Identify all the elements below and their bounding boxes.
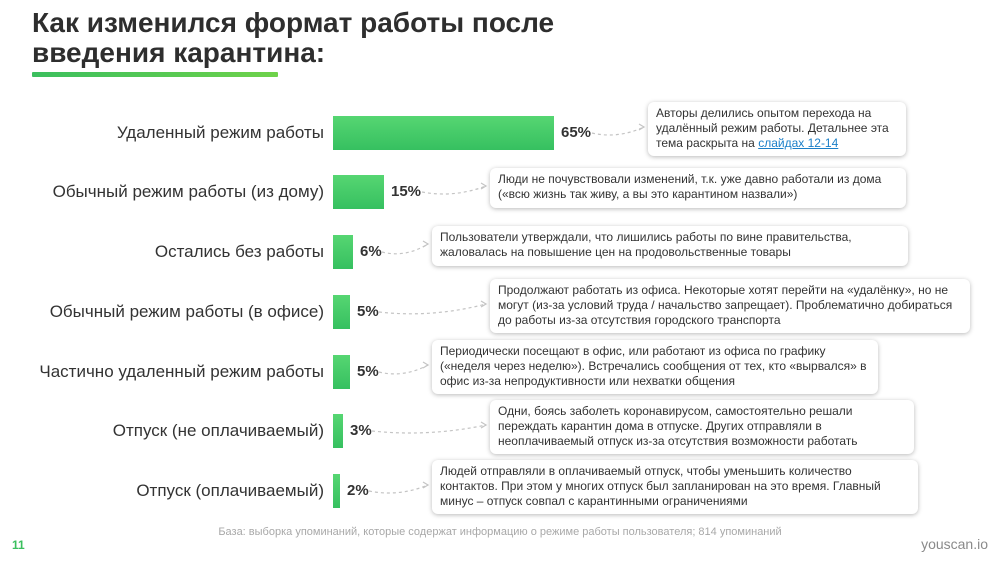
bar: [333, 414, 343, 448]
bar-row: Частично удаленный режим работы 5%: [0, 355, 1000, 395]
category-label: Остались без работы: [154, 242, 324, 261]
page-number: 11: [12, 538, 25, 552]
page-title: Как изменился формат работы после введен…: [32, 7, 555, 68]
category-label: Удаленный режим работы: [116, 123, 324, 142]
value-label: 15%: [391, 183, 422, 200]
value-label: 2%: [347, 482, 369, 499]
title-underline: [32, 72, 278, 77]
annotation-text: Продолжают работать из офиса. Некоторые …: [498, 283, 953, 327]
bar-row: Обычный режим работы (из дому) 15%: [0, 175, 1000, 215]
annotation-callout: Авторы делились опытом перехода на удалё…: [648, 102, 906, 156]
annotation-text: Люди не почувствовали изменений, т.к. уж…: [498, 172, 882, 201]
category-label: Обычный режим работы (из дому): [52, 182, 324, 201]
annotation-callout: Людей отправляли в оплачиваемый отпуск, …: [432, 460, 918, 514]
annotation-callout: Пользователи утверждали, что лишились ра…: [432, 226, 908, 266]
value-label: 3%: [350, 422, 372, 439]
annotation-text: Людей отправляли в оплачиваемый отпуск, …: [440, 464, 881, 508]
brand-logo-text: youscan.io: [921, 536, 988, 552]
annotation-text: Пользователи утверждали, что лишились ра…: [440, 230, 852, 259]
category-label: Обычный режим работы (в офисе): [49, 302, 324, 321]
bar: [333, 175, 384, 209]
bar: [333, 116, 554, 150]
value-label: 65%: [561, 124, 592, 141]
bar-row: Обычный режим работы (в офисе) 5%: [0, 295, 1000, 335]
category-label: Частично удаленный режим работы: [39, 362, 324, 381]
category-label: Отпуск (не оплачиваемый): [112, 421, 324, 440]
bar: [333, 235, 353, 269]
annotation-callout: Люди не почувствовали изменений, т.к. уж…: [490, 168, 906, 208]
annotation-text: Периодически посещают в офис, или работа…: [440, 344, 867, 388]
bar-row: Отпуск (оплачиваемый) 2%: [0, 474, 1000, 514]
bar-row: Остались без работы 6%: [0, 235, 1000, 275]
category-label: Отпуск (оплачиваемый): [136, 481, 324, 500]
bar: [333, 474, 340, 508]
bar-row: Отпуск (не оплачиваемый) 3%: [0, 414, 1000, 454]
slides-link[interactable]: слайдах 12-14: [758, 136, 839, 150]
value-label: 6%: [360, 243, 382, 260]
annotation-callout: Одни, боясь заболеть коронавирусом, само…: [490, 400, 914, 454]
annotation-text: Одни, боясь заболеть коронавирусом, само…: [498, 404, 858, 448]
bar: [333, 355, 350, 389]
value-label: 5%: [357, 363, 379, 380]
annotation-text: Авторы делились опытом перехода на удалё…: [656, 106, 889, 150]
annotation-callout: Периодически посещают в офис, или работа…: [432, 340, 878, 394]
bar-row: Удаленный режим работы 65%: [0, 116, 1000, 156]
bar: [333, 295, 350, 329]
annotation-callout: Продолжают работать из офиса. Некоторые …: [490, 279, 970, 333]
footnote: База: выборка упоминаний, которые содерж…: [218, 526, 782, 538]
value-label: 5%: [357, 303, 379, 320]
